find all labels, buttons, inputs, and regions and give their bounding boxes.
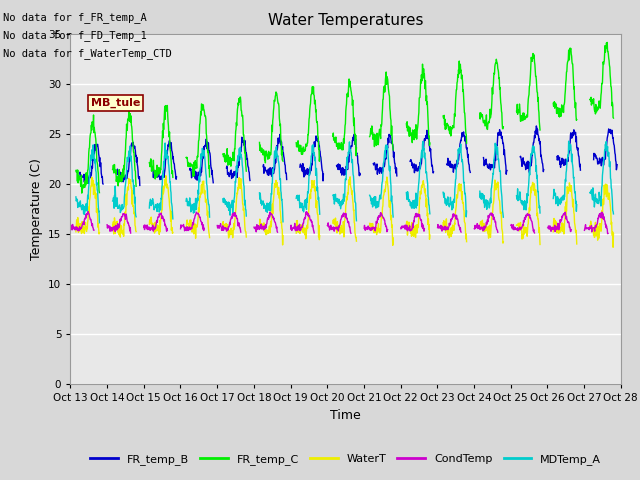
CondTemp xyxy=(300,217,308,223)
Line: FR_temp_C: FR_temp_C xyxy=(76,42,614,193)
MDTemp_A xyxy=(312,155,319,160)
Line: CondTemp: CondTemp xyxy=(71,212,608,234)
Legend: FR_temp_B, FR_temp_C, WaterT, CondTemp, MDTemp_A: FR_temp_B, FR_temp_C, WaterT, CondTemp, … xyxy=(86,450,605,469)
WaterT xyxy=(109,227,117,233)
MDTemp_A xyxy=(380,160,387,166)
Line: FR_temp_B: FR_temp_B xyxy=(79,126,617,185)
Title: Water Temperatures: Water Temperatures xyxy=(268,13,423,28)
FR_temp_B xyxy=(312,140,319,145)
Line: WaterT: WaterT xyxy=(76,176,614,247)
FR_temp_B xyxy=(380,160,387,166)
Text: No data for f_WaterTemp_CTD: No data for f_WaterTemp_CTD xyxy=(3,48,172,60)
X-axis label: Time: Time xyxy=(330,408,361,421)
WaterT xyxy=(132,224,140,229)
FR_temp_C xyxy=(132,168,140,174)
Text: No data for f_FD_Temp_1: No data for f_FD_Temp_1 xyxy=(3,30,147,41)
FR_temp_B xyxy=(300,174,308,180)
FR_temp_C xyxy=(300,149,308,155)
Line: MDTemp_A: MDTemp_A xyxy=(76,141,614,223)
FR_temp_B xyxy=(132,148,140,154)
WaterT xyxy=(312,184,319,190)
CondTemp xyxy=(109,225,117,230)
FR_temp_C xyxy=(109,166,117,172)
FR_temp_C xyxy=(312,99,319,105)
WaterT xyxy=(380,192,387,198)
MDTemp_A xyxy=(300,206,308,212)
FR_temp_C xyxy=(380,86,387,92)
Text: No data for f_FR_temp_A: No data for f_FR_temp_A xyxy=(3,12,147,23)
Y-axis label: Temperature (C): Temperature (C) xyxy=(29,158,43,260)
MDTemp_A xyxy=(132,209,140,215)
WaterT xyxy=(300,228,308,233)
MDTemp_A xyxy=(109,197,117,203)
CondTemp xyxy=(380,215,387,221)
Text: MB_tule: MB_tule xyxy=(92,98,141,108)
